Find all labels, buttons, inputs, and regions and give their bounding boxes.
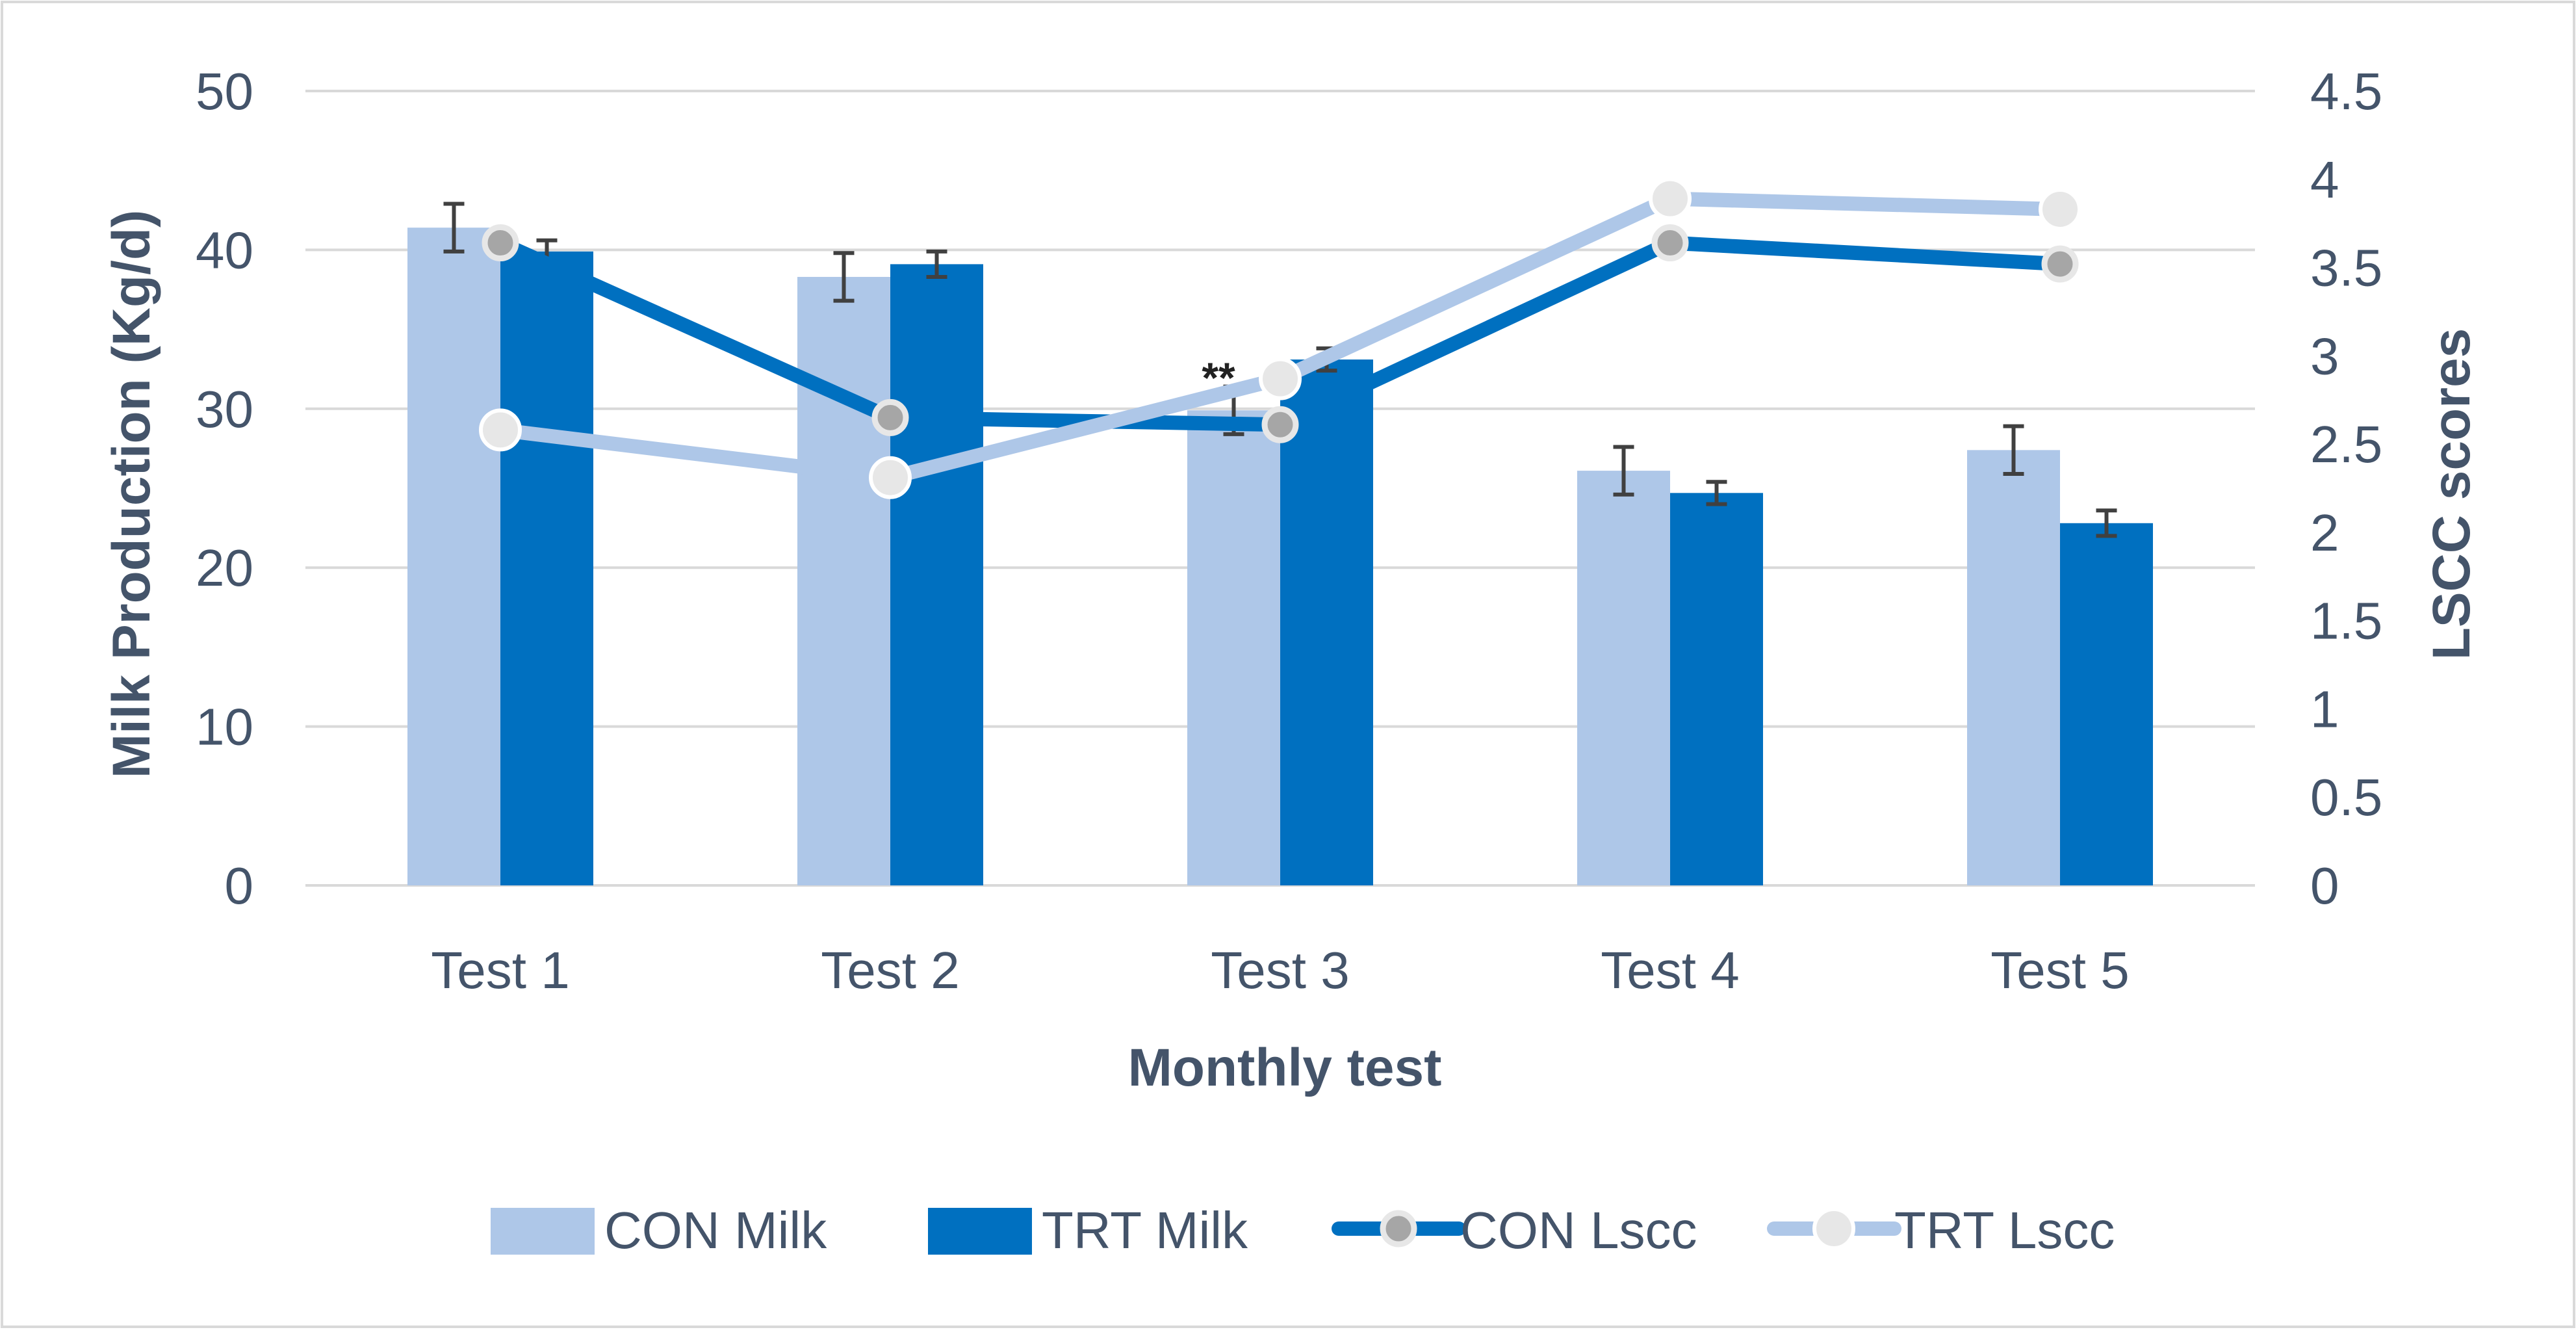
y-left-tick-label: 20 [196, 539, 253, 597]
legend: CON Milk TRT Milk CON Lscc TRT Lscc [491, 1201, 2115, 1259]
legend-item-con-lscc[interactable]: CON Lscc [1332, 1201, 1697, 1259]
x-tick-label-test-1: Test 1 [431, 941, 569, 999]
bar-trt-milk-test-5 [2060, 523, 2153, 885]
legend-marker-con-lscc [1380, 1210, 1417, 1247]
point-con-lscc-test-2 [871, 398, 909, 436]
legend-item-con-milk[interactable]: CON Milk [491, 1201, 827, 1259]
x-axis-title: Monthly test [1128, 1038, 1442, 1097]
point-trt-lscc-test-3 [1259, 357, 1302, 400]
point-trt-lscc-test-4 [1649, 177, 1692, 220]
legend-label-con-lscc: CON Lscc [1460, 1201, 1697, 1259]
bar-trt-milk-test-2 [890, 264, 983, 885]
y-right-tick-label: 0.5 [2310, 768, 2382, 826]
y-left-tick-label: 40 [196, 221, 253, 279]
error-bars [443, 202, 2117, 538]
bar-trt-milk-test-1 [500, 251, 593, 885]
y-left-axis-title: Milk Production (Kg/d) [102, 210, 161, 779]
point-con-lscc-test-3 [1261, 406, 1299, 443]
bar-con-milk-test-1 [407, 228, 500, 886]
legend-label-trt-lscc: TRT Lscc [1894, 1201, 2115, 1259]
line-series [479, 177, 2081, 499]
bar-con-milk-test-2 [797, 276, 890, 885]
y-left-tick-label: 30 [196, 380, 253, 438]
legend-marker-trt-lscc [1812, 1207, 1855, 1250]
x-tick-label-test-2: Test 2 [821, 941, 959, 999]
legend-label-trt-milk: TRT Milk [1042, 1201, 1248, 1259]
y-right-tick-label: 3.5 [2310, 239, 2382, 297]
legend-label-con-milk: CON Milk [604, 1201, 827, 1259]
y-right-tick-label: 3 [2310, 327, 2339, 385]
point-con-lscc-test-1 [482, 224, 519, 262]
bar-trt-milk-test-3 [1280, 359, 1373, 885]
y-right-axis-title: LSCC scores [2422, 328, 2481, 660]
legend-item-trt-milk[interactable]: TRT Milk [928, 1201, 1248, 1259]
bar-trt-milk-test-4 [1670, 493, 1763, 885]
bar-con-milk-test-4 [1577, 471, 1670, 885]
y-left-tick-label: 10 [196, 698, 253, 756]
gridlines [305, 90, 2255, 887]
point-trt-lscc-test-5 [2039, 187, 2081, 231]
y-left-tick-label: 0 [225, 857, 254, 915]
point-trt-lscc-test-1 [479, 408, 522, 452]
y-right-tick-label: 1.5 [2310, 592, 2382, 650]
legend-swatch-con-milk [491, 1208, 595, 1255]
point-con-lscc-test-5 [2041, 245, 2079, 283]
y-right-tick-label: 2.5 [2310, 415, 2382, 473]
x-tick-label-test-5: Test 5 [1990, 941, 2129, 999]
y-right-tick-label: 4 [2310, 151, 2339, 209]
significance-annotation: ** [1202, 354, 1235, 402]
bar-con-milk-test-3 [1187, 410, 1280, 885]
bar-con-milk-test-5 [1967, 450, 2060, 885]
y-right-tick-label: 1 [2310, 680, 2339, 738]
y-right-tick-label: 4.5 [2310, 62, 2382, 120]
y-right-tick-label: 2 [2310, 504, 2339, 562]
y-right-tick-label: 0 [2310, 857, 2339, 915]
y-left-tick-label: 50 [196, 62, 253, 120]
axes: 0 10 20 30 40 50 0 0.5 1 1.5 2 2.5 3 3.5 4 4.5 Test 1 Tes… [196, 62, 2382, 999]
legend-swatch-trt-milk [928, 1208, 1032, 1255]
x-tick-label-test-3: Test 3 [1211, 941, 1349, 999]
point-con-lscc-test-4 [1651, 224, 1689, 262]
x-tick-label-test-4: Test 4 [1601, 941, 1739, 999]
point-trt-lscc-test-2 [869, 456, 912, 499]
legend-item-trt-lscc[interactable]: TRT Lscc [1767, 1201, 2115, 1259]
